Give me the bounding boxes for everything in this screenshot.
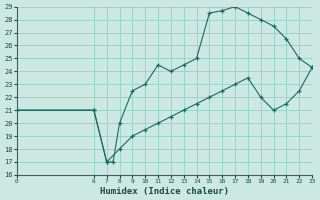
X-axis label: Humidex (Indice chaleur): Humidex (Indice chaleur) (100, 187, 229, 196)
